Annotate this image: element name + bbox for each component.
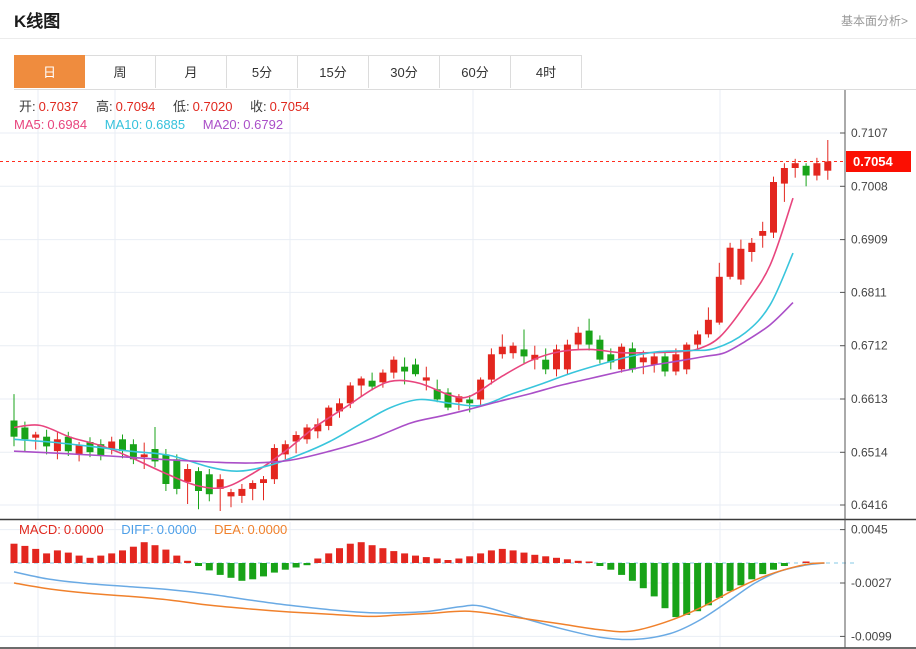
last-price-marker: 0.7054 [846,151,911,172]
tab-60min[interactable]: 60分 [440,55,511,88]
macd-line-diff [13,562,825,641]
open-label: 开: [19,99,36,114]
dea-label: DEA: [214,522,245,537]
ma20-value: 0.6792 [243,117,284,132]
ohlc-legend: 开: 0.7037 高: 0.7094 低: 0.7020 收: 0.7054 [19,96,312,115]
close-value: 0.7054 [269,99,310,114]
diff-value: 0.0000 [156,522,197,537]
svg-text:0.6416: 0.6416 [851,498,888,512]
gridlines [0,90,845,647]
svg-text:0.6811: 0.6811 [851,285,887,299]
tab-day[interactable]: 日 [14,55,85,88]
macd-value: 0.0000 [63,522,104,537]
tab-30min[interactable]: 30分 [369,55,440,88]
y-axis-labels: 0.7107 0.7008 0.6909 0.6811 0.6712 0.6613 0.65… [840,126,892,643]
high-value: 0.7094 [115,99,156,114]
svg-text:0.7054: 0.7054 [853,154,894,169]
close-label: 收: [250,99,267,114]
svg-text:0.6712: 0.6712 [851,339,888,353]
svg-text:0.6909: 0.6909 [851,233,888,247]
macd-label: MACD: [19,522,61,537]
low-label: 低: [173,99,190,114]
ma-line-ma10 [13,252,794,472]
svg-text:0.7008: 0.7008 [851,179,888,193]
tab-week[interactable]: 周 [85,55,156,88]
diff-label: DIFF: [121,522,154,537]
svg-text:-0.0027: -0.0027 [851,576,892,590]
svg-text:0.0045: 0.0045 [851,523,888,537]
tab-15min[interactable]: 15分 [298,55,369,88]
tab-4hour[interactable]: 4时 [511,55,582,88]
ma-line-ma20 [13,302,794,464]
macd-panel[interactable] [10,542,825,641]
period-tab-bar: 日 周 月 5分 15分 30分 60分 4时 [14,55,916,90]
tab-5min[interactable]: 5分 [227,55,298,88]
tab-month[interactable]: 月 [156,55,227,88]
ma5-label: MA5: [14,117,45,132]
open-value: 0.7037 [38,99,79,114]
svg-text:0.6514: 0.6514 [851,445,888,459]
low-value: 0.7020 [192,99,233,114]
ma20-label: MA20: [202,117,241,132]
ma-legend: MA5: 0.6984 MA10: 0.6885 MA20: 0.6792 [14,117,286,132]
macd-line-dea [13,562,825,633]
macd-legend: MACD: 0.0000 DIFF: 0.0000 DEA: 0.0000 [19,522,290,537]
high-label: 高: [96,99,113,114]
svg-text:-0.0099: -0.0099 [851,629,892,643]
candlestick-panel[interactable] [10,140,832,511]
svg-text:0.6613: 0.6613 [851,392,888,406]
ma5-value: 0.6984 [47,117,88,132]
svg-text:0.7107: 0.7107 [851,126,888,140]
ma10-value: 0.6885 [145,117,186,132]
ma10-label: MA10: [104,117,143,132]
page-title: K线图 [14,12,61,31]
header-divider [0,38,916,39]
dea-value: 0.0000 [247,522,288,537]
fundamental-analysis-link[interactable]: 基本面分析> [840,14,908,28]
